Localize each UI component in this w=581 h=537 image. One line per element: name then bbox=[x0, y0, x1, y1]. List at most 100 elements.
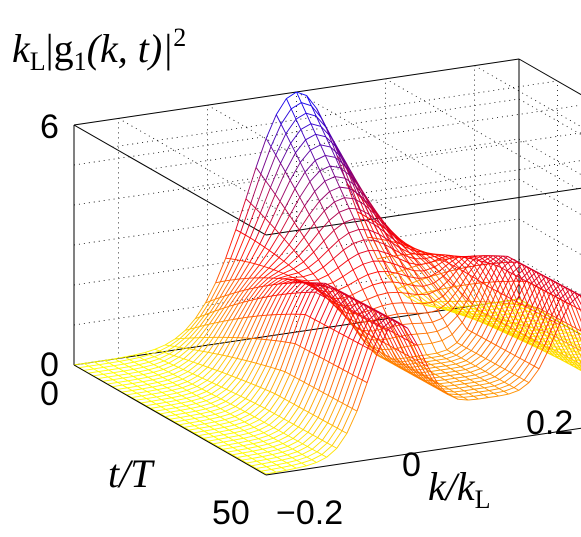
mesh-line-k bbox=[309, 316, 316, 321]
mesh-line-t bbox=[346, 377, 358, 407]
mesh-line-k bbox=[421, 323, 428, 334]
mesh-line-t bbox=[145, 403, 157, 407]
mesh-line-t bbox=[379, 222, 391, 233]
mesh-line-t bbox=[195, 400, 207, 405]
grid-line bbox=[207, 104, 400, 216]
mesh-line-t bbox=[412, 342, 424, 365]
mesh-line-k bbox=[433, 283, 439, 291]
mesh-line-t bbox=[300, 282, 312, 294]
mesh-line-t bbox=[340, 292, 351, 310]
mesh-line-k bbox=[212, 352, 218, 355]
mesh-line-t bbox=[357, 274, 369, 280]
mesh-line-k bbox=[234, 291, 240, 294]
y-tick-50: 50 bbox=[212, 494, 250, 532]
mesh-line-t bbox=[406, 268, 418, 282]
mesh-line-t bbox=[306, 95, 318, 109]
mesh-line-k bbox=[402, 302, 408, 314]
mesh-line-k bbox=[440, 271, 446, 274]
mesh-line-t bbox=[132, 388, 143, 391]
mesh-line-t bbox=[313, 240, 325, 253]
mesh-line-k bbox=[467, 299, 473, 305]
mesh-line-t bbox=[201, 382, 213, 390]
mesh-line-t bbox=[199, 312, 211, 327]
mesh-line-k bbox=[561, 299, 567, 303]
mesh-line-k bbox=[576, 328, 581, 332]
mesh-line-k bbox=[519, 376, 525, 381]
mesh-line-t bbox=[423, 282, 434, 287]
mesh-line-k bbox=[388, 253, 394, 264]
mesh-line-t bbox=[176, 389, 188, 394]
mesh-line-t bbox=[122, 383, 133, 386]
mesh-line-k bbox=[175, 407, 181, 411]
mesh-line-t bbox=[515, 280, 527, 302]
mesh-line-t bbox=[235, 381, 247, 395]
mesh-line-k bbox=[224, 293, 230, 297]
mesh-line-t bbox=[199, 426, 210, 429]
mesh-line-k bbox=[243, 430, 250, 434]
mesh-line-t bbox=[499, 352, 511, 367]
mesh-line-t bbox=[193, 430, 205, 434]
mesh-line-t bbox=[484, 363, 496, 372]
mesh-line-t bbox=[318, 220, 330, 233]
mesh-line-t bbox=[523, 365, 535, 381]
mesh-line-t bbox=[393, 263, 404, 268]
mesh-line-k bbox=[480, 355, 486, 359]
mesh-line-k bbox=[264, 407, 270, 412]
mesh-line-t bbox=[484, 376, 495, 381]
mesh-line-t bbox=[284, 188, 296, 209]
mesh-line-t bbox=[298, 244, 310, 257]
mesh-line-k bbox=[122, 377, 129, 382]
mesh-line-t bbox=[277, 435, 289, 442]
mesh-line-k bbox=[176, 400, 182, 404]
mesh-line-t bbox=[305, 112, 317, 117]
mesh-line-t bbox=[262, 277, 274, 287]
mesh-line-t bbox=[275, 98, 287, 115]
mesh-line-t bbox=[403, 353, 415, 371]
mesh-line-t bbox=[166, 399, 177, 403]
mesh-line-t bbox=[253, 421, 265, 428]
mesh-line-k bbox=[290, 342, 296, 345]
mesh-line-t bbox=[358, 250, 369, 255]
mesh-line-k bbox=[263, 266, 270, 269]
mesh-line-t bbox=[307, 417, 319, 433]
mesh-line-k bbox=[455, 370, 461, 375]
mesh-line-k bbox=[495, 344, 501, 349]
grid-line bbox=[150, 104, 581, 170]
mesh-line-k bbox=[103, 373, 109, 378]
mesh-line-t bbox=[237, 317, 249, 338]
mesh-line-t bbox=[445, 370, 456, 374]
mesh-line-k bbox=[188, 360, 194, 363]
mesh-line-k bbox=[314, 160, 321, 171]
mesh-line-k bbox=[174, 346, 180, 348]
mesh-line-t bbox=[439, 375, 451, 378]
mesh-line-t bbox=[104, 358, 115, 361]
mesh-line-k bbox=[228, 437, 234, 441]
mesh-line-k bbox=[261, 463, 267, 468]
mesh-line-k bbox=[329, 327, 335, 331]
mesh-line-t bbox=[530, 288, 542, 310]
grid-line bbox=[385, 78, 578, 190]
mesh-line-t bbox=[399, 362, 410, 374]
mesh-line-t bbox=[228, 303, 239, 321]
box-edge bbox=[265, 427, 581, 476]
mesh-line-k bbox=[271, 469, 277, 473]
mesh-line-k bbox=[354, 198, 360, 210]
mesh-line-k bbox=[256, 362, 262, 365]
mesh-line-t bbox=[209, 297, 221, 314]
mesh-line-k bbox=[388, 240, 395, 250]
mesh-line-t bbox=[388, 271, 399, 275]
mesh-line-k bbox=[281, 459, 287, 464]
mesh-line-t bbox=[494, 350, 506, 365]
mesh-line-t bbox=[266, 456, 278, 460]
mesh-line-k bbox=[308, 384, 315, 388]
mesh-line-k bbox=[470, 283, 476, 285]
mesh-line-k bbox=[523, 325, 529, 328]
mesh-line-t bbox=[541, 331, 552, 334]
mesh-line-k bbox=[377, 257, 383, 260]
mesh-line-t bbox=[114, 356, 125, 360]
mesh-line-t bbox=[163, 364, 174, 370]
mesh-line-t bbox=[206, 384, 218, 392]
mesh-line-t bbox=[316, 442, 328, 453]
mesh-line-t bbox=[474, 387, 485, 390]
mesh-line-t bbox=[330, 297, 342, 313]
